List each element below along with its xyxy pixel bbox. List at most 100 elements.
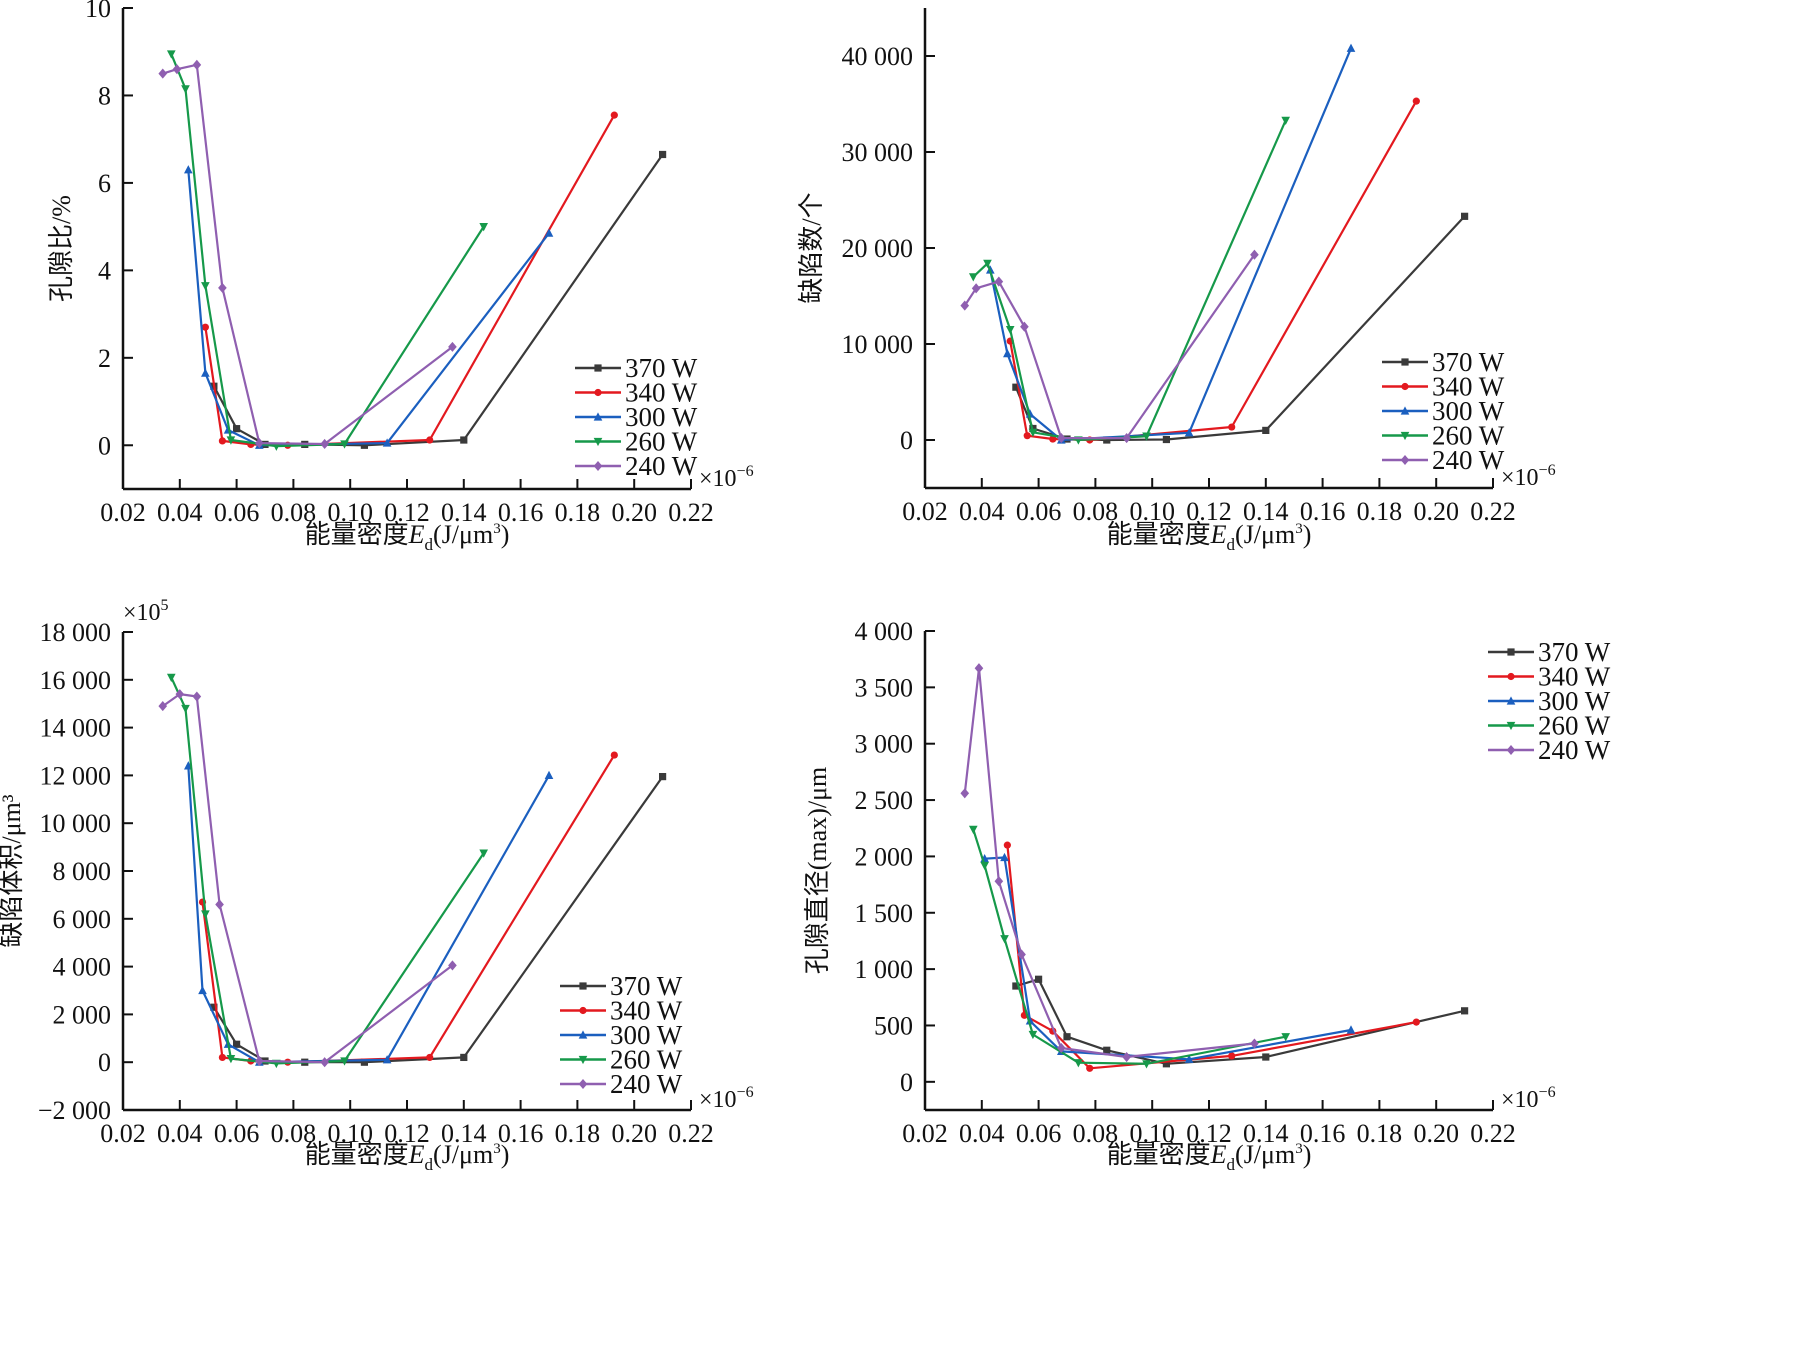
x-tick-label: 0.04 (157, 498, 203, 527)
x-tick-label: 0.06 (214, 498, 260, 527)
x-tick-label: 0.22 (1470, 497, 1516, 526)
series-line (170, 676, 485, 1065)
y-tick-label: 10 (85, 0, 111, 23)
data-point (272, 442, 281, 451)
legend-marker (578, 1078, 588, 1090)
data-point (659, 772, 667, 781)
legend-marker (579, 982, 587, 990)
legend-label: 300 W (625, 402, 698, 432)
x-tick-label: 0.20 (611, 1119, 657, 1148)
legend-label: 240 W (610, 1069, 683, 1099)
data-point (1228, 423, 1236, 431)
legend-marker (1400, 431, 1410, 441)
y-tick-label: 3 500 (855, 673, 914, 702)
series-370w (210, 150, 667, 449)
x-tick-label: 0.06 (214, 1119, 260, 1148)
x-tick-label: 0.22 (668, 1119, 714, 1148)
data-point (1346, 1025, 1356, 1034)
data-point (1228, 1052, 1236, 1060)
data-point (460, 436, 468, 444)
x-tick-label: 0.18 (555, 1119, 601, 1148)
series-line (1014, 215, 1466, 442)
legend-marker (578, 1055, 588, 1065)
data-point (181, 704, 190, 714)
x-tick-label: 0.02 (100, 498, 146, 527)
legend-label: 370 W (1432, 347, 1505, 377)
y-tick-label: 16 000 (40, 666, 112, 695)
data-point (233, 425, 241, 433)
data-point (544, 770, 554, 779)
chart-max-pore-diameter: 0.02 0.04 0.06 0.08 0.10 0.12 0.14 0.16 0.18 0.20… (803, 617, 1611, 1174)
legend-marker (1507, 648, 1515, 656)
data-point (175, 689, 185, 700)
legend-marker (1401, 382, 1409, 391)
series-line (162, 692, 454, 1064)
x-tick-label: 0.08 (1073, 1119, 1119, 1148)
legend-item: 370 W (1488, 637, 1611, 667)
y-tick-label: 10 000 (40, 809, 112, 838)
x-tick-label: 0.20 (1413, 1119, 1459, 1148)
x-tick-label: 0.04 (959, 1119, 1005, 1148)
data-point (968, 825, 978, 835)
legend-item: 370 W (575, 353, 698, 383)
data-point (1035, 975, 1043, 983)
y-tick-label: 10 000 (842, 330, 914, 359)
series-240w (158, 59, 457, 450)
data-point (1412, 97, 1420, 105)
data-point (201, 368, 210, 377)
data-point (1049, 435, 1057, 443)
series-line (212, 153, 664, 447)
data-point (1005, 326, 1015, 335)
x-tick-label: 0.08 (271, 1119, 317, 1148)
legend-label: 240 W (625, 451, 698, 481)
y-tick-label: 8 000 (53, 857, 112, 886)
legend-item: 340 W (560, 996, 683, 1026)
data-point (360, 1058, 368, 1066)
data-point (1281, 116, 1290, 125)
y-tick-label: −2 000 (38, 1096, 111, 1125)
y-axis-label: 缺陷数/个 (797, 192, 826, 303)
legend-marker (579, 1006, 587, 1015)
data-point (181, 85, 190, 94)
x-tick-label: 0.16 (498, 498, 544, 527)
y-tick-label: 1 500 (855, 899, 914, 928)
legend-marker (1401, 358, 1409, 366)
data-point (1074, 1059, 1083, 1068)
data-point (460, 1053, 468, 1062)
data-point (1028, 428, 1038, 437)
series-340w (1006, 97, 1420, 444)
x-multiplier-label: ×10−6 (699, 1084, 754, 1113)
legend-label: 300 W (610, 1020, 683, 1050)
data-point (1262, 1053, 1270, 1061)
data-point (610, 751, 618, 759)
x-tick-label: 0.02 (100, 1119, 146, 1148)
legend-item: 300 W (1488, 686, 1611, 716)
y-axis-label: 缺陷体积/μm³ (0, 794, 26, 947)
legend-marker (593, 437, 603, 447)
x-tick-label: 0.10 (1129, 497, 1175, 526)
y-tick-label: 0 (98, 431, 111, 460)
data-point (960, 788, 970, 799)
legend-item: 240 W (560, 1069, 683, 1099)
x-tick-label: 0.16 (1300, 1119, 1346, 1148)
data-point (166, 50, 176, 59)
data-point (659, 150, 667, 159)
data-point (158, 701, 168, 712)
y-tick-label: 3 000 (855, 730, 914, 759)
y-tick-label: 1 000 (855, 955, 914, 984)
x-tick-label: 0.18 (555, 498, 601, 527)
x-tick-label: 0.16 (1300, 497, 1346, 526)
data-point (1003, 841, 1011, 849)
series-line (989, 47, 1353, 442)
y-axis-label: 孔隙比/% (47, 195, 76, 302)
series-340w (198, 751, 618, 1066)
x-tick-label: 0.18 (1357, 1119, 1403, 1148)
data-point (1184, 1054, 1194, 1063)
legend-item: 240 W (1382, 445, 1505, 475)
series-340w (201, 111, 618, 449)
legend-label: 370 W (625, 353, 698, 383)
data-point (971, 283, 981, 294)
